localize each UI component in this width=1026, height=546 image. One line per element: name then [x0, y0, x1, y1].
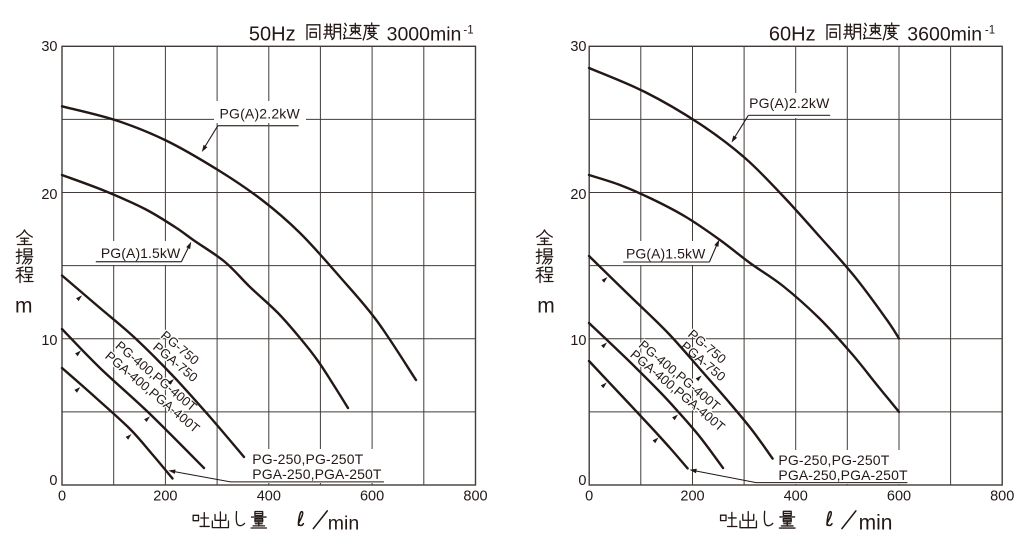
svg-text:-1: -1	[463, 25, 473, 37]
svg-text:-1: -1	[985, 25, 995, 37]
svg-text:m: m	[15, 295, 33, 318]
svg-text:3600min: 3600min	[907, 23, 982, 45]
svg-text:800: 800	[990, 489, 1014, 505]
svg-text:PG(A)1.5kW: PG(A)1.5kW	[626, 245, 706, 261]
svg-text:3000min: 3000min	[387, 23, 462, 45]
svg-text:PG(A)1.5kW: PG(A)1.5kW	[101, 245, 181, 261]
svg-text:200: 200	[680, 489, 704, 505]
svg-text:PG-250,PG-250T: PG-250,PG-250T	[252, 451, 363, 467]
svg-text:0: 0	[58, 489, 66, 505]
svg-text:min: min	[328, 512, 359, 534]
svg-text:600: 600	[887, 489, 911, 505]
svg-text:0: 0	[578, 473, 586, 489]
svg-text:PGA-250,PGA-250T: PGA-250,PGA-250T	[252, 466, 382, 482]
svg-text:10: 10	[41, 333, 57, 349]
svg-text:20: 20	[41, 187, 57, 203]
svg-text:20: 20	[570, 187, 586, 203]
svg-text:PG-250,PG-250T: PG-250,PG-250T	[778, 452, 889, 468]
svg-text:0: 0	[585, 489, 593, 505]
svg-text:10: 10	[570, 333, 586, 349]
svg-text:30: 30	[570, 39, 586, 55]
svg-text:50Hz: 50Hz	[249, 23, 296, 45]
svg-text:m: m	[537, 295, 555, 318]
svg-text:60Hz: 60Hz	[769, 23, 816, 45]
svg-text:30: 30	[41, 39, 57, 55]
svg-text:PG(A)2.2kW: PG(A)2.2kW	[220, 105, 301, 121]
svg-text:800: 800	[463, 489, 487, 505]
svg-text:min: min	[859, 511, 893, 534]
svg-text:PGA-250,PGA-250T: PGA-250,PGA-250T	[778, 467, 908, 483]
svg-text:0: 0	[49, 473, 57, 489]
svg-text:PG(A)2.2kW: PG(A)2.2kW	[749, 95, 830, 111]
svg-text:400: 400	[257, 489, 281, 505]
svg-text:600: 600	[360, 489, 384, 505]
svg-text:400: 400	[784, 489, 808, 505]
svg-text:200: 200	[153, 489, 177, 505]
